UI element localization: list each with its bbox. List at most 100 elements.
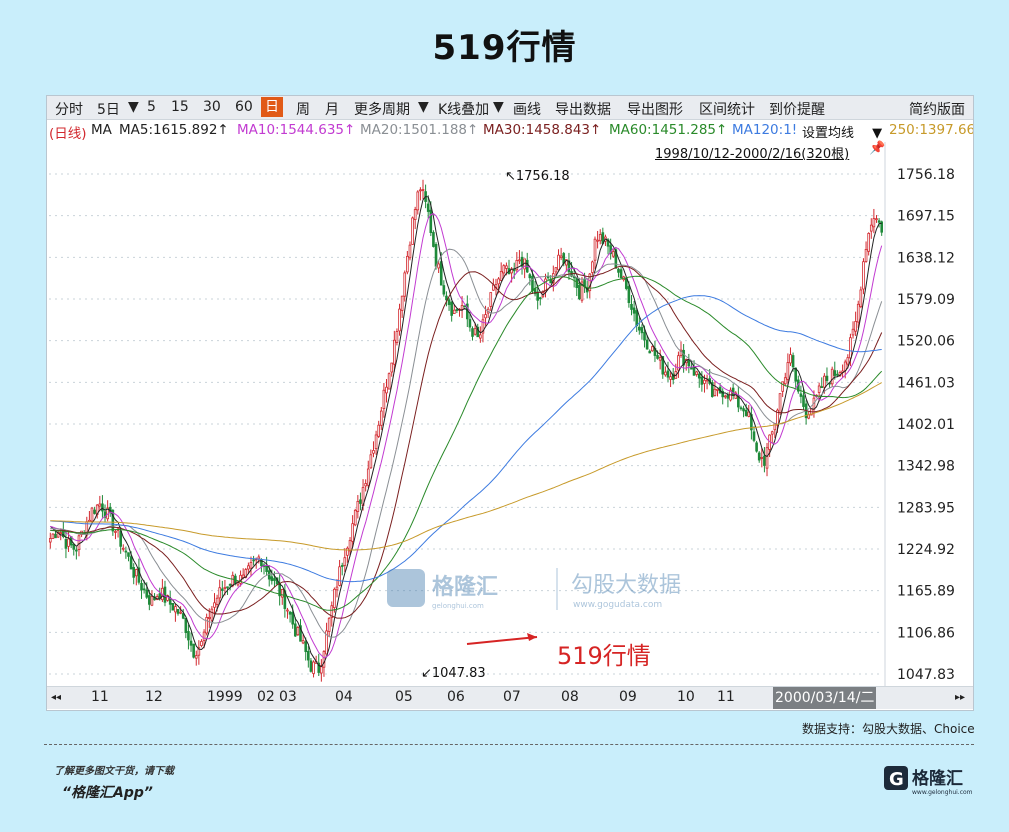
candle [150,596,154,606]
ma-settings-dropdown-icon[interactable]: ▼ [872,126,883,141]
pin-icon[interactable]: 📌 [869,141,886,156]
candle [333,588,336,608]
candle [168,597,172,605]
tb-export-graphic[interactable]: 导出图形 [627,102,683,118]
candle [747,411,751,417]
candle [309,660,313,672]
x-tick: 03 [279,689,297,705]
candle [359,499,362,504]
candle [627,286,631,304]
y-tick-label: 1638.12 [897,250,955,266]
x-tick: 1999 [207,689,243,705]
candle [776,409,779,426]
tb-price-alert[interactable]: 到价提醒 [769,102,825,118]
candle [531,275,534,291]
candle [846,357,850,365]
candle [439,261,443,286]
watermark-url: www.gogudata.com [573,600,662,610]
watermark-sub: gelonghui.com [432,602,484,610]
ma250-value: 250:1397.66 [889,122,973,138]
tb-15min[interactable]: 15 [171,99,189,115]
candle [200,641,203,646]
candle [830,368,834,385]
candle [197,647,201,656]
scroll-right-icon[interactable]: ▸▸ [955,692,966,703]
candle [755,442,758,452]
candle [820,386,824,389]
chart-toolbar: 分时 5日 ▼ 5 15 30 60 日 周 月 更多周期 ▼ K线叠加 ▼ 画… [47,96,973,120]
tb-intraday[interactable]: 分时 [55,102,83,118]
tb-daily[interactable]: 日 [261,97,283,117]
y-tick-label: 1520.06 [897,334,955,350]
candle [468,319,472,328]
candle [877,220,881,223]
candle [648,350,652,354]
candle [557,254,560,271]
candle [817,385,821,393]
candle [291,612,294,625]
candle [781,381,784,392]
candle [280,589,284,598]
candle [88,519,91,522]
candle [536,291,539,301]
tb-simple-layout[interactable]: 简约版面 [909,102,965,118]
ma30-value: MA30:1458.843↑ [483,122,602,138]
x-tick: 07 [503,689,521,705]
candle [101,503,104,512]
candle [669,376,672,380]
candle [353,509,357,526]
scroll-left-icon[interactable]: ◂◂ [51,692,62,703]
candle [406,255,409,273]
tb-5day-dropdown-icon[interactable]: ▼ [128,99,139,115]
ma-settings[interactable]: 设置均线 ▼ [799,122,886,141]
candle [476,326,480,338]
candle [247,565,250,570]
tb-k-overlay-dropdown-icon[interactable]: ▼ [493,99,504,115]
candle [223,586,227,589]
tb-60min[interactable]: 60 [235,99,253,115]
tb-5day[interactable]: 5日 [97,102,120,118]
candle [265,565,268,573]
ma10-value: MA10:1544.635↑ [237,122,356,138]
candle [484,314,487,319]
chart-panel: 分时 5日 ▼ 5 15 30 60 日 周 月 更多周期 ▼ K线叠加 ▼ 画… [46,95,974,711]
candle [645,339,649,350]
tb-range-stats[interactable]: 区间统计 [699,102,755,118]
candle [364,483,367,487]
candle [205,617,208,634]
candle [538,297,542,300]
tb-monthly[interactable]: 月 [325,102,339,118]
watermark-brand: 格隆汇 [432,574,498,600]
candle [90,507,94,522]
candle [132,567,136,578]
candle [763,455,766,466]
candle [249,562,253,569]
tb-30min[interactable]: 30 [203,99,221,115]
tb-k-overlay[interactable]: K线叠加 [438,102,490,118]
candle [231,574,235,587]
tb-draw-line[interactable]: 画线 [513,102,541,118]
candle [854,321,857,332]
candle [166,595,169,601]
candle [497,278,500,285]
candle [403,272,407,297]
candle [791,355,795,368]
candle [54,533,57,539]
ma-settings-label[interactable]: 设置均线 [802,126,855,141]
tb-more-periods-dropdown-icon[interactable]: ▼ [418,99,429,115]
candle [187,631,190,641]
tb-5min[interactable]: 5 [147,99,156,115]
candle [411,217,414,245]
candle [875,218,878,221]
tb-weekly[interactable]: 周 [296,102,310,118]
candle [137,567,141,583]
tb-export-data[interactable]: 导出数据 [555,102,611,118]
candle [293,623,297,637]
candle [387,373,391,390]
watermark-name: 勾股大数据 [571,573,681,598]
tb-more-periods[interactable]: 更多周期 [354,102,410,118]
candle [207,616,211,619]
candle [301,640,305,644]
data-source: 数据支持：勾股大数据、Choice [802,722,975,736]
y-tick-label: 1697.15 [897,209,955,225]
